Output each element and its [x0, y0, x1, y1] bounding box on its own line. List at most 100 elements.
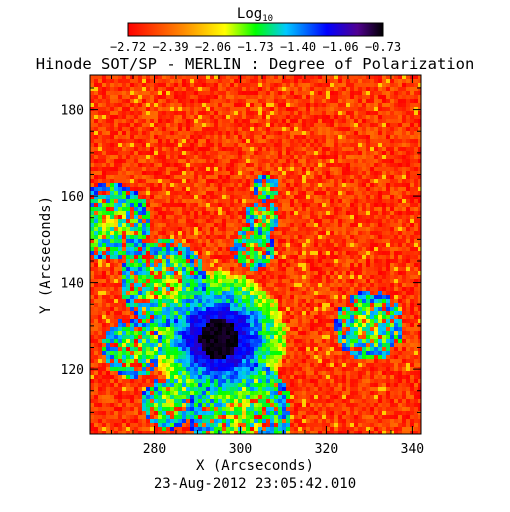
heatmap-cell — [158, 87, 162, 91]
heatmap-cell — [402, 103, 406, 107]
heatmap-cell — [346, 235, 350, 239]
heatmap-cell — [126, 119, 130, 123]
heatmap-cell — [214, 119, 218, 123]
heatmap-cell — [278, 299, 282, 303]
heatmap-cell — [118, 275, 122, 279]
heatmap-cell — [306, 239, 310, 243]
heatmap-cell — [358, 191, 362, 195]
heatmap-cell — [374, 199, 378, 203]
heatmap-cell — [366, 283, 370, 287]
heatmap-cell — [178, 219, 182, 223]
heatmap-cell — [398, 295, 402, 299]
heatmap-cell — [238, 167, 242, 171]
heatmap-cell — [334, 139, 338, 143]
heatmap-cell — [414, 127, 418, 131]
heatmap-cell — [182, 287, 186, 291]
heatmap-cell — [314, 95, 318, 99]
heatmap-cell — [378, 231, 382, 235]
heatmap-cell — [374, 259, 378, 263]
heatmap-cell — [198, 247, 202, 251]
heatmap-cell — [102, 139, 106, 143]
heatmap-cell — [334, 303, 338, 307]
heatmap-cell — [158, 115, 162, 119]
heatmap-cell — [198, 179, 202, 183]
heatmap-cell — [238, 111, 242, 115]
heatmap-cell — [314, 215, 318, 219]
heatmap-cell — [182, 215, 186, 219]
heatmap-cell — [134, 187, 138, 191]
heatmap-cell — [274, 199, 278, 203]
heatmap-cell — [166, 171, 170, 175]
heatmap-cell — [250, 127, 254, 131]
heatmap-cell — [374, 223, 378, 227]
heatmap-cell — [418, 183, 421, 187]
heatmap-cell — [174, 227, 178, 231]
heatmap-cell — [262, 207, 266, 211]
heatmap-cell — [214, 243, 218, 247]
heatmap-cell — [170, 111, 174, 115]
heatmap-cell — [370, 123, 374, 127]
heatmap-cell — [342, 127, 346, 131]
heatmap-cell — [250, 123, 254, 127]
heatmap-cell — [210, 259, 214, 263]
heatmap-cell — [350, 155, 354, 159]
heatmap-cell — [206, 163, 210, 167]
heatmap-cell — [310, 99, 314, 103]
heatmap-cell — [150, 119, 154, 123]
heatmap-cell — [266, 111, 270, 115]
heatmap-cell — [258, 255, 262, 259]
heatmap-cell — [202, 235, 206, 239]
heatmap-cell — [178, 107, 182, 111]
heatmap-cell — [406, 267, 410, 271]
heatmap-cell — [322, 247, 326, 251]
heatmap-cell — [322, 279, 326, 283]
heatmap-cell — [282, 211, 286, 215]
heatmap-cell — [334, 179, 338, 183]
heatmap-cell — [146, 135, 150, 139]
heatmap-cell — [182, 123, 186, 127]
heatmap-cell — [110, 267, 114, 271]
heatmap-cell — [330, 243, 334, 247]
heatmap-cell — [234, 167, 238, 171]
heatmap-cell — [222, 87, 226, 91]
heatmap-cell — [282, 191, 286, 195]
heatmap-cell — [230, 131, 234, 135]
heatmap-cell — [414, 167, 418, 171]
heatmap-cell — [230, 147, 234, 151]
heatmap-cell — [114, 251, 118, 255]
heatmap-cell — [166, 183, 170, 187]
heatmap-cell — [366, 187, 370, 191]
heatmap-cell — [402, 219, 406, 223]
heatmap-cell — [298, 123, 302, 127]
heatmap-cell — [294, 167, 298, 171]
heatmap-cell — [254, 275, 258, 279]
heatmap-cell — [410, 255, 414, 259]
heatmap-cell — [154, 267, 158, 271]
heatmap-cell — [398, 99, 402, 103]
heatmap-cell — [186, 283, 190, 287]
heatmap-cell — [418, 255, 421, 259]
heatmap-cell — [418, 295, 421, 299]
heatmap-cell — [110, 131, 114, 135]
heatmap-cell — [302, 183, 306, 187]
heatmap-cell — [318, 191, 322, 195]
heatmap-cell — [374, 239, 378, 243]
heatmap-cell — [386, 159, 390, 163]
heatmap-cell — [214, 255, 218, 259]
heatmap-cell — [222, 167, 226, 171]
heatmap-cell — [274, 107, 278, 111]
heatmap-cell — [166, 311, 170, 315]
heatmap-cell — [330, 199, 334, 203]
heatmap-cell — [258, 159, 262, 163]
heatmap-cell — [410, 127, 414, 131]
heatmap-cell — [102, 247, 106, 251]
heatmap-cell — [322, 227, 326, 231]
heatmap-cell — [258, 95, 262, 99]
heatmap-cell — [394, 163, 398, 167]
heatmap-cell — [254, 203, 258, 207]
heatmap-cell — [354, 259, 358, 263]
heatmap-cell — [242, 303, 246, 307]
heatmap-cell — [266, 115, 270, 119]
heatmap-cell — [174, 87, 178, 91]
